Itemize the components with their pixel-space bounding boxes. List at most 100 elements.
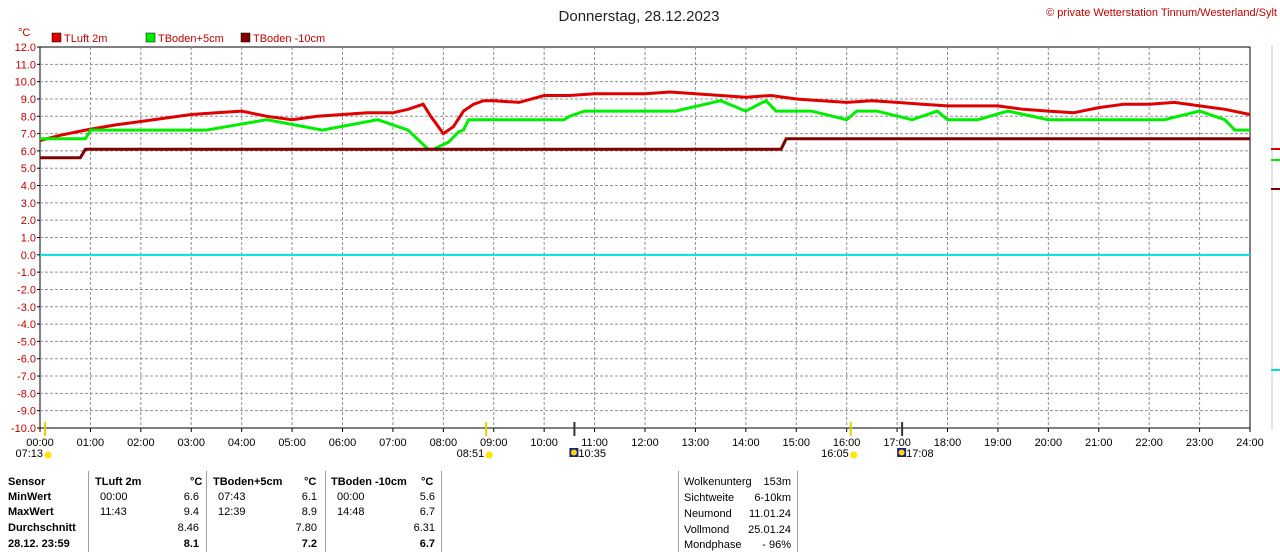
x-tick-label: 11:00	[581, 437, 608, 449]
y-tick-label: 11.0	[15, 59, 36, 71]
info-label-fullmoon: Vollmond	[684, 524, 730, 536]
x-tick-label: 23:00	[1186, 437, 1214, 449]
moon-glyph	[570, 449, 577, 456]
max-time-tboden5: 12:39	[218, 506, 246, 518]
x-tick-label: 22:00	[1135, 437, 1163, 449]
info-label-cloud: Wolkenunterg	[684, 476, 752, 488]
x-tick-label: 01:00	[77, 437, 105, 449]
header-unit-1: °C	[190, 476, 203, 488]
y-tick-label: -10.0	[11, 423, 36, 435]
y-tick-label: 3.0	[21, 198, 36, 210]
legend-tboden-10: TBoden -10cm	[253, 33, 325, 45]
copyright-text: © private Wetterstation Tinnum/Westerlan…	[1046, 7, 1277, 19]
max-value-tluft: 9.4	[183, 506, 199, 518]
y-tick-label: 5.0	[21, 163, 36, 175]
y-axis-unit: °C	[18, 27, 30, 39]
info-label-moonphase: Mondphase	[684, 539, 742, 551]
info-label-newmoon: Neumond	[684, 508, 732, 520]
x-tick-label: 16:00	[833, 437, 861, 449]
info-value-cloud: 153m	[763, 476, 791, 488]
legend-tboden-5: TBoden+5cm	[158, 33, 224, 45]
y-tick-label: 10.0	[15, 77, 36, 89]
x-tick-label: 04:00	[228, 437, 256, 449]
min-value-tboden10: 5.6	[419, 491, 435, 503]
x-tick-label: 00:00	[26, 437, 54, 449]
marker-label: 08:51	[457, 448, 485, 460]
y-tick-label: 8.0	[21, 111, 36, 123]
x-tick-label: 08:00	[430, 437, 458, 449]
series-lines	[39, 90, 1251, 160]
min-value-tluft: 6.6	[183, 491, 199, 503]
avg-value-tluft: 8.46	[177, 522, 199, 534]
x-tick-label: 21:00	[1085, 437, 1113, 449]
info-value-newmoon: 11.01.24	[748, 508, 791, 520]
info-value-fullmoon: 25.01.24	[748, 524, 791, 536]
min-time-tluft: 00:00	[100, 491, 128, 503]
x-tick-label: 18:00	[934, 437, 962, 449]
x-tick-label: 09:00	[480, 437, 508, 449]
sun-moon-markers: 07:13 08:51 10:35 16:05 17:08	[16, 422, 934, 460]
x-tick-label: 14:00	[732, 437, 760, 449]
x-tick-label: 13:00	[682, 437, 710, 449]
series-line-0	[39, 90, 1251, 142]
marker-label: 07:13	[16, 448, 44, 460]
y-tick-label: 12.0	[15, 42, 36, 54]
series-line-1	[40, 98, 1250, 151]
sun-icon	[485, 451, 493, 459]
marker-label: 16:05	[821, 448, 849, 460]
x-tick-label: 24:00	[1236, 437, 1264, 449]
sun-icon	[850, 451, 858, 459]
y-tick-label: -1.0	[17, 267, 36, 279]
x-tick-label: 07:00	[379, 437, 407, 449]
row-label-avg: Durchschnitt	[8, 522, 76, 534]
moon-glyph	[898, 449, 905, 456]
legend-tluft: TLuft 2m	[64, 33, 107, 45]
y-tick-label: -3.0	[17, 302, 36, 314]
y-tick-label: 1.0	[21, 233, 36, 245]
current-value-tluft: 8.1	[183, 538, 199, 550]
current-value-tboden5: 7.2	[301, 538, 317, 550]
row-label-max: MaxWert	[8, 506, 54, 518]
y-tick-label: 0.0	[21, 250, 36, 262]
chart-title: Donnerstag, 28.12.2023	[559, 8, 720, 25]
series-line-2	[40, 137, 1250, 160]
y-tick-label: 2.0	[21, 215, 36, 227]
x-tick-label: 10:00	[530, 437, 558, 449]
y-tick-label: -9.0	[17, 406, 36, 418]
x-tick-label: 02:00	[127, 437, 155, 449]
y-tick-label: -4.0	[17, 319, 36, 331]
y-tick-label: 9.0	[21, 94, 36, 106]
info-value-moonphase: - 96%	[762, 539, 791, 551]
info-value-visibility: 6-10km	[754, 492, 791, 504]
y-tick-label: -6.0	[17, 354, 36, 366]
row-label-current: 28.12. 23:59	[8, 538, 70, 550]
max-time-tboden10: 14:48	[337, 506, 365, 518]
x-tick-label: 12:00	[631, 437, 659, 449]
x-tick-label: 19:00	[984, 437, 1012, 449]
x-tick-label: 17:00	[883, 437, 911, 449]
marker-label: 10:35	[578, 448, 606, 460]
temperature-chart: Donnerstag, 28.12.2023 © private Wetters…	[11, 7, 1280, 460]
x-tick-label: 06:00	[329, 437, 357, 449]
y-axis: 12.0 11.0 10.0 9.0 8.0 7.0 6.0 5.0 4.0 3.0 2.0 1.0 0…	[11, 42, 40, 435]
legend: TLuft 2m TBoden+5cm TBoden -10cm	[51, 32, 325, 45]
avg-value-tboden5: 7.80	[295, 522, 317, 534]
sun-icon	[44, 451, 52, 459]
header-unit-3: °C	[421, 476, 434, 488]
x-tick-label: 05:00	[278, 437, 306, 449]
header-tboden5: TBoden+5cm	[213, 476, 283, 488]
y-tick-label: -8.0	[17, 388, 36, 400]
min-time-tboden5: 07:43	[218, 491, 246, 503]
x-tick-label: 15:00	[782, 437, 810, 449]
grid	[39, 46, 1251, 429]
header-unit-2: °C	[304, 476, 317, 488]
max-value-tboden10: 6.7	[419, 506, 435, 518]
header-tboden10: TBoden -10cm	[331, 476, 407, 488]
row-label-min: MinWert	[8, 491, 52, 503]
avg-value-tboden10: 6.31	[413, 522, 435, 534]
y-tick-label: 4.0	[21, 181, 36, 193]
marker-label: 17:08	[906, 448, 934, 460]
x-axis: 00:00 01:00 02:00 03:00 04:00 05:00 06:00 07:00…	[26, 428, 1264, 449]
header-tluft: TLuft 2m	[95, 476, 142, 488]
y-tick-label: 6.0	[21, 146, 36, 158]
